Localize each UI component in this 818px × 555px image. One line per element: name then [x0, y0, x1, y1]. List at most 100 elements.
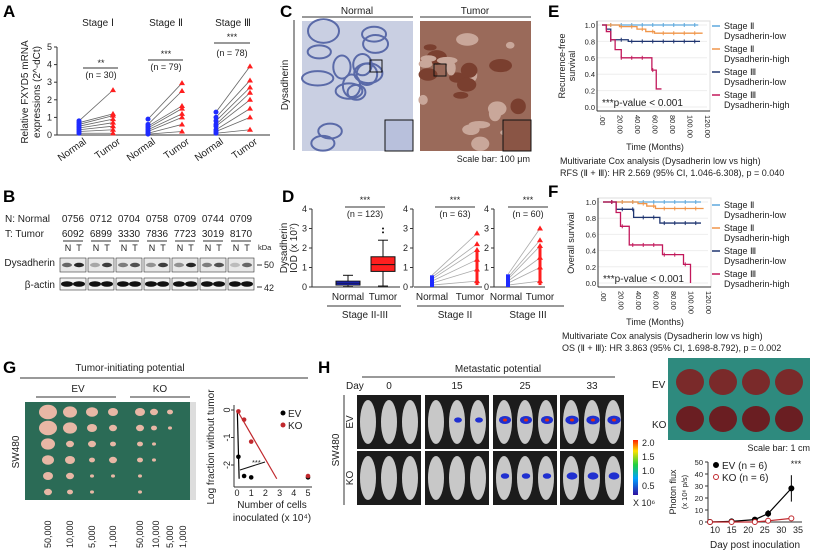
- panel-b: N: Normal T: Tumor Dysadherin β-actin kD…: [4, 214, 274, 293]
- e-legend-line2: Dysadherin-high: [724, 54, 790, 64]
- g-arrow: [239, 461, 266, 471]
- a-y-tick-label: 4: [47, 60, 52, 70]
- d-pair-line: [431, 259, 478, 282]
- c-normal-gland: [353, 62, 384, 85]
- e-y-tick-label: 0.4: [585, 70, 595, 79]
- a-x-tick-label: Tumor: [230, 136, 260, 162]
- g-tumor: [150, 408, 158, 416]
- a-x-tick-label: Tumor: [162, 136, 192, 162]
- a-pair-line: [215, 80, 251, 118]
- f-x-tick-label: 80.00: [669, 291, 678, 310]
- g-ev-label: EV: [71, 384, 85, 395]
- a-tumor-point: [110, 112, 116, 118]
- g-tumor: [67, 489, 73, 495]
- f-ylabel: Overall survival: [566, 212, 576, 274]
- b-actin-band: [185, 281, 197, 287]
- h-title: Metastatic potential: [455, 364, 541, 375]
- c-normal-gland: [301, 70, 335, 87]
- a-tumor-point: [179, 110, 185, 116]
- g-point-ko: [241, 417, 247, 422]
- a-pair-line: [147, 131, 183, 135]
- a-pair-line: [147, 117, 183, 132]
- g-dose-label: 10,000: [65, 520, 75, 548]
- d-pair-line: [507, 267, 541, 284]
- b-dysadherin-band: [186, 262, 196, 268]
- c-tumor-tissue: [460, 62, 478, 78]
- d-y-tick-label: 0: [403, 282, 408, 292]
- h-signal-hot: [545, 418, 549, 422]
- g-dose-label: 10,000: [151, 520, 161, 548]
- c-tumor-tissue: [468, 120, 491, 129]
- b-normal-id: 0744: [202, 214, 225, 225]
- e-x-tick-label: 100.00: [686, 115, 695, 138]
- d-sig: ***: [523, 195, 534, 205]
- b-normal-id: 0709: [174, 214, 197, 225]
- e-y-tick-label: 1.0: [585, 21, 595, 30]
- d-tumor-point: [474, 230, 480, 236]
- c-normal-gland: [306, 44, 332, 60]
- a-stage-2-title: Stage Ⅱ: [149, 18, 183, 29]
- c-normal-gland: [361, 25, 388, 43]
- h-colorbar-1: 1.0: [642, 466, 655, 476]
- e-legend-line2: Dysadherin-high: [724, 100, 790, 110]
- g-fit-line-ev: [236, 409, 240, 479]
- f-legend-line1: Stage Ⅲ: [724, 246, 756, 256]
- b-kda: kDa: [258, 243, 272, 252]
- h-point-ko: [707, 519, 713, 525]
- h-y-tick-label: 0: [699, 518, 703, 527]
- a-pair-line: [147, 90, 183, 125]
- h-y-tick-label: 30: [695, 482, 703, 491]
- b-normal-id: 0756: [62, 214, 85, 225]
- a-pair-line: [215, 108, 251, 131]
- e-legend-line2: Dysadherin-low: [724, 31, 787, 41]
- b-mw-42: 42: [264, 283, 274, 293]
- h-legend-label: EV (n = 6): [722, 461, 767, 472]
- d-group-label: Stage III: [509, 310, 546, 321]
- a-tumor-point: [247, 63, 253, 69]
- c-tumor-zoom-box: [433, 63, 447, 77]
- b-dysadherin-blot: [143, 257, 171, 273]
- g-tumor: [108, 408, 118, 416]
- g-dose-label: 50,000: [43, 520, 53, 548]
- h-mouse: [402, 456, 418, 500]
- g-legend-label: KO: [288, 421, 303, 432]
- c-tumor-tissue: [489, 58, 513, 73]
- a-tumor-point: [247, 77, 253, 83]
- b-dysadherin-blot: [59, 257, 87, 273]
- g-tumor: [152, 442, 156, 446]
- g-tumor: [138, 474, 142, 478]
- a-tumor-point: [247, 96, 253, 102]
- panel-g: Tumor-initiating potential EV KO SW480 L…: [11, 363, 312, 548]
- b-normal-label: N: Normal: [5, 214, 50, 225]
- a-sig-3: ***: [227, 32, 238, 42]
- e-legend-line1: Stage Ⅲ: [724, 90, 756, 100]
- e-pvalue: ***p-value < 0.001: [602, 98, 683, 109]
- c-normal-zoom-box: [369, 59, 383, 73]
- h-colorbar-15: 1.5: [642, 452, 655, 462]
- b-lane-t: T: [160, 243, 166, 253]
- h-colorbar: [633, 440, 638, 495]
- d-x-tick-normal: Normal: [416, 292, 448, 303]
- d-tumor-point: [537, 225, 543, 231]
- h-liver: [676, 369, 704, 395]
- a-tumor-point: [247, 105, 253, 111]
- b-lane-t: T: [188, 243, 194, 253]
- a-y-tick-label: 0: [47, 130, 52, 140]
- b-dysadherin-band: [174, 262, 184, 268]
- h-ko-row-label: KO: [345, 471, 356, 486]
- a-normal-point: [213, 109, 219, 115]
- e-x-tick-label: 20.00: [616, 115, 625, 134]
- d-y-tick-label: 1: [302, 263, 307, 273]
- h-colorbar-05: 0.5: [642, 481, 655, 491]
- a-x-tick-label: Normal: [56, 136, 89, 163]
- e-cox-1: Multivariate Cox analysis (Dysadherin lo…: [560, 156, 761, 166]
- c-tumor-tissue: [418, 68, 438, 81]
- g-y-tick-label: -2: [222, 461, 232, 469]
- h-x-tick-label: 25: [760, 525, 770, 535]
- a-tumor-point: [247, 84, 253, 90]
- b-normal-id: 0712: [90, 214, 113, 225]
- e-x-tick-label: 80.00: [668, 115, 677, 134]
- b-actin-band: [213, 281, 225, 287]
- h-mouse: [428, 400, 444, 444]
